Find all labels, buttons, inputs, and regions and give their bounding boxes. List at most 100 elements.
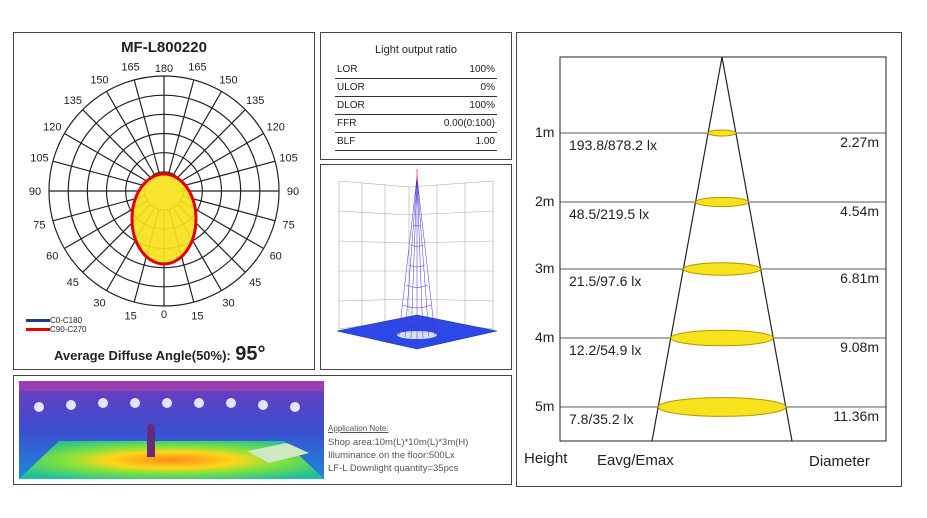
diameter-label: 9.08m xyxy=(840,339,879,355)
polar-angle-label: 120 xyxy=(267,122,285,134)
diameter-label: 4.54m xyxy=(840,203,879,219)
polar-angle-label: 15 xyxy=(191,311,203,323)
height-label: 2m xyxy=(535,193,554,209)
ceiling-lights xyxy=(34,398,300,412)
light-cone xyxy=(398,176,436,339)
polar-angle-label: 105 xyxy=(279,153,297,165)
polar-panel: MF-L800220 165 150 135 120 105 90 75 60 45 30 15 16… xyxy=(13,32,315,370)
beam-spot xyxy=(707,129,737,137)
ratio-panel: Light output ratio LOR 100% ULOR 0% DLOR… xyxy=(320,32,512,160)
distribution-curve-c90 xyxy=(130,172,198,266)
beam-spot xyxy=(682,262,762,276)
ratio-value: 100% xyxy=(469,64,495,75)
beam-cone-outline xyxy=(651,56,793,442)
eavg-label: 193.8/878.2 lx xyxy=(569,137,657,153)
legend-c0-swatch xyxy=(26,319,50,323)
polar-spoke xyxy=(133,79,160,173)
height-label: 4m xyxy=(535,329,554,345)
polar-spoke xyxy=(182,160,276,187)
legend-c0-label: C0-C180 xyxy=(50,316,83,325)
cone-frame xyxy=(559,56,887,442)
app-note-line-3: LF-L Downlight quantity=35pcs xyxy=(328,463,459,474)
polar-angle-label: 135 xyxy=(246,95,264,107)
ratio-value: 100% xyxy=(469,100,495,111)
ceiling-band xyxy=(19,381,324,391)
polar-angle-label: 90 xyxy=(29,186,41,198)
polar-angle-label: 45 xyxy=(249,277,261,289)
beam-spot xyxy=(670,329,774,347)
polar-spoke xyxy=(177,109,246,178)
polar-angle-label: 165 xyxy=(188,63,206,73)
diameter-label: 2.27m xyxy=(840,134,879,150)
height-label: 1m xyxy=(535,124,554,140)
ratio-value: 1.00 xyxy=(475,136,495,147)
polar-spoke xyxy=(182,195,276,222)
application-panel: Application Note: Shop area:10m(L)*10m(L… xyxy=(13,375,512,485)
ratio-row-blf: BLF 1.00 xyxy=(335,133,497,151)
eavg-label: 48.5/219.5 lx xyxy=(569,206,649,222)
polar-angle-label: 30 xyxy=(93,298,105,310)
person-head xyxy=(147,424,155,432)
beam-spot xyxy=(657,397,787,417)
polar-angle-label: 150 xyxy=(219,74,237,86)
footer-diameter: Diameter xyxy=(809,453,870,470)
footer-eavg: Eavg/Emax xyxy=(597,452,674,469)
polar-spoke xyxy=(52,195,146,222)
polar-angle-label: 165 xyxy=(121,63,139,73)
polar-angle-label: 15 xyxy=(124,311,136,323)
polar-angle-label: 135 xyxy=(64,95,82,107)
polar-spoke xyxy=(105,91,155,175)
legend-c0: C0-C180 xyxy=(26,316,82,325)
polar-spoke xyxy=(168,79,195,173)
distribution-3d-panel xyxy=(320,164,512,370)
display-table xyxy=(247,443,309,463)
diffuse-angle-label: Average Diffuse Angle(50%): xyxy=(54,348,231,363)
ratio-key: FFR xyxy=(337,118,357,129)
distribution-3d-plot xyxy=(336,169,498,350)
polar-angle-label: 75 xyxy=(33,219,45,231)
polar-spoke xyxy=(52,160,146,187)
polar-spoke xyxy=(173,91,223,175)
polar-angle-label: 45 xyxy=(67,277,79,289)
ratio-row-ffr: FFR 0.00(0:100) xyxy=(335,115,497,133)
beam-spot xyxy=(695,196,749,208)
plot-frame xyxy=(338,180,494,330)
polar-angle-label: 30 xyxy=(222,298,234,310)
polar-angle-label-top: 180 xyxy=(155,63,173,75)
diffuse-angle: Average Diffuse Angle(50%): 95° xyxy=(54,343,265,366)
app-note-title: Application Note: xyxy=(328,424,389,433)
cone-panel: 1m 193.8/878.2 lx 2.27m 2m 48.5/219.5 lx 4.54… xyxy=(516,32,902,487)
polar-spoke xyxy=(82,109,151,178)
polar-angle-label-bottom: 0 xyxy=(161,309,167,321)
eavg-label: 7.8/35.2 lx xyxy=(569,411,634,427)
polar-angle-label: 105 xyxy=(30,153,48,165)
polar-angle-label: 60 xyxy=(270,251,282,263)
height-label: 5m xyxy=(535,398,554,414)
polar-spoke xyxy=(64,132,148,182)
eavg-label: 12.2/54.9 lx xyxy=(569,342,641,358)
height-label: 3m xyxy=(535,260,554,276)
shop-simulation-image xyxy=(19,381,324,479)
ratio-value: 0% xyxy=(480,82,495,93)
diffuse-angle-value: 95° xyxy=(235,343,266,365)
ratio-key: LOR xyxy=(337,64,358,75)
ratio-value: 0.00(0:100) xyxy=(443,118,495,129)
polar-spoke xyxy=(180,132,264,182)
legend-c90-label: C90-C270 xyxy=(50,325,87,334)
diameter-label: 11.36m xyxy=(833,408,879,424)
ratio-key: ULOR xyxy=(337,82,365,93)
polar-diagram: 1651501351201059075604530151651501351201… xyxy=(29,63,299,323)
ratio-row-dlor: DLOR 100% xyxy=(335,97,497,115)
person-silhouette xyxy=(147,431,155,457)
app-note-line-2: Illuminance on the floor:500Lx xyxy=(328,450,455,461)
legend-c90: C90-C270 xyxy=(26,325,86,334)
polar-title: MF-L800220 xyxy=(121,39,207,56)
polar-angle-label: 75 xyxy=(282,219,294,231)
legend-c90-swatch xyxy=(26,328,50,332)
polar-angle-label: 120 xyxy=(43,122,61,134)
eavg-label: 21.5/97.6 lx xyxy=(569,273,641,289)
polar-angle-label: 90 xyxy=(287,186,299,198)
floor-heatmap xyxy=(19,441,324,479)
ratio-title: Light output ratio xyxy=(375,44,457,56)
ratio-row-ulor: ULOR 0% xyxy=(335,79,497,97)
